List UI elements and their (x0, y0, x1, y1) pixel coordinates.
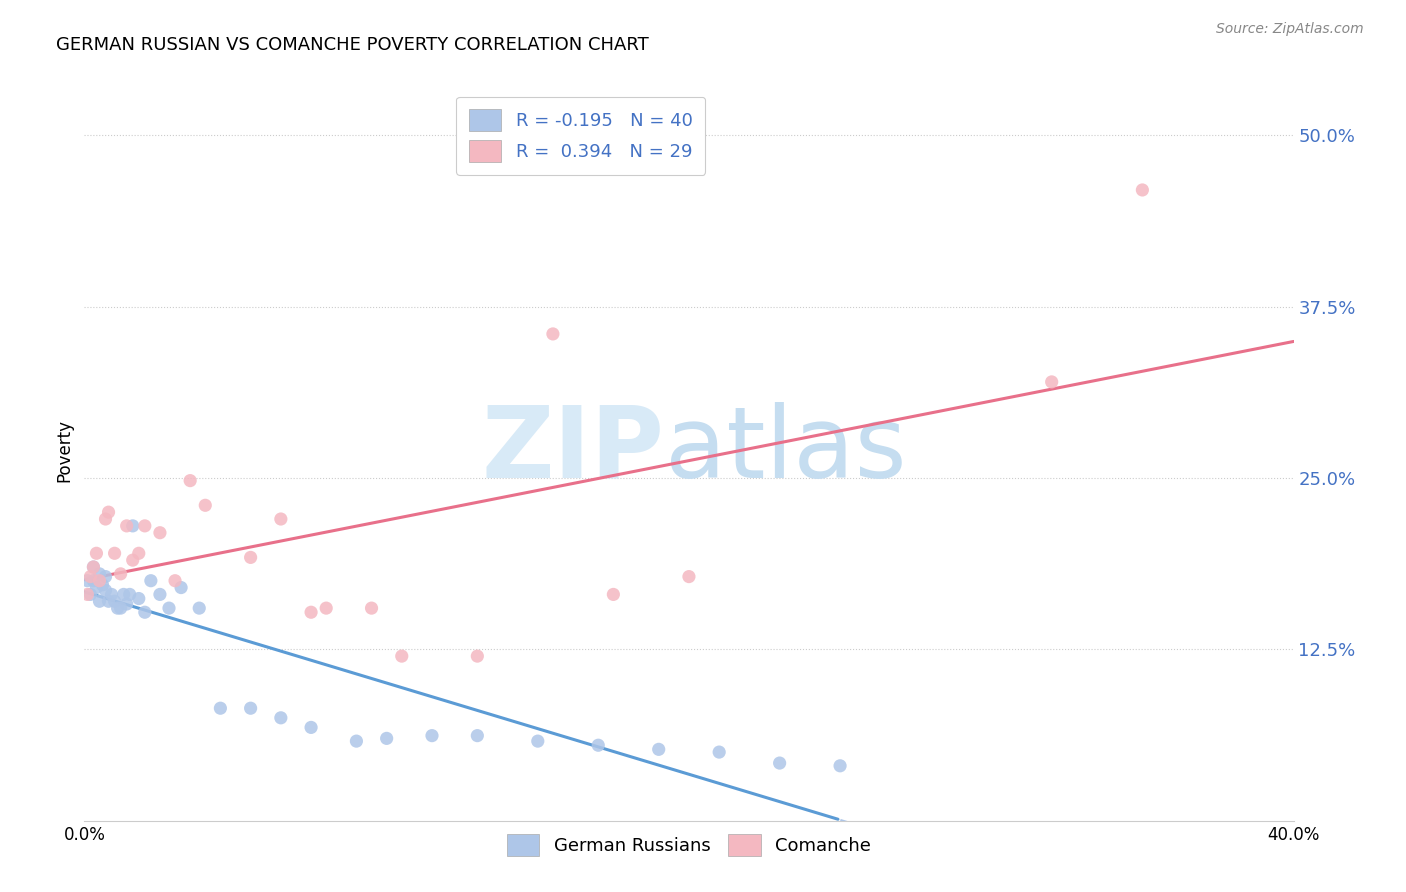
Point (420, 729, 443, 743)
Point (139, 574, 162, 588)
Point (149, 525, 172, 540)
Point (678, 569, 700, 583)
Point (1130, 183, 1153, 197)
Point (97, 594, 120, 608)
Point (89, 566, 111, 581)
Point (239, 701, 262, 715)
Point (110, 601, 132, 615)
Point (94, 583, 117, 598)
Point (467, 729, 489, 743)
Point (121, 553, 143, 567)
Point (346, 734, 368, 748)
Point (467, 649, 489, 664)
Point (94, 569, 117, 583)
Point (541, 326, 564, 341)
Point (86, 546, 108, 560)
Point (391, 649, 413, 664)
Point (375, 731, 398, 746)
Point (89, 574, 111, 588)
Point (170, 581, 193, 595)
Legend: German Russians, Comanche: German Russians, Comanche (499, 827, 879, 863)
Point (179, 474, 201, 488)
Point (270, 512, 292, 526)
Text: Source: ZipAtlas.com: Source: ZipAtlas.com (1216, 22, 1364, 37)
Point (82, 574, 104, 588)
Point (76, 574, 98, 588)
Point (239, 550, 262, 565)
Text: atlas: atlas (665, 402, 907, 499)
Point (194, 498, 217, 512)
Point (709, 745, 731, 759)
Point (134, 605, 156, 619)
Point (299, 605, 322, 619)
Point (209, 701, 232, 715)
Point (1040, 375, 1063, 389)
Point (91, 578, 114, 592)
Point (104, 546, 127, 560)
Point (128, 546, 150, 560)
Point (100, 587, 122, 601)
Point (107, 601, 129, 615)
Point (360, 601, 382, 615)
Point (149, 587, 172, 601)
Point (86, 581, 108, 595)
Point (89, 594, 111, 608)
Point (94, 512, 117, 526)
Point (79, 569, 101, 583)
Y-axis label: Poverty: Poverty (55, 419, 73, 482)
Point (602, 587, 624, 601)
Point (82, 560, 104, 574)
Point (299, 720, 322, 734)
Point (76, 587, 98, 601)
Point (188, 601, 211, 615)
Point (104, 594, 127, 608)
Point (315, 601, 337, 615)
Text: GERMAN RUSSIAN VS COMANCHE POVERTY CORRELATION CHART: GERMAN RUSSIAN VS COMANCHE POVERTY CORRE… (56, 36, 650, 54)
Text: ZIP: ZIP (482, 402, 665, 499)
Point (128, 591, 150, 606)
Point (648, 742, 671, 756)
Point (588, 738, 610, 752)
Point (527, 734, 550, 748)
Point (115, 597, 138, 611)
Point (118, 587, 141, 601)
Point (769, 756, 792, 770)
Point (115, 519, 138, 533)
Point (97, 505, 120, 519)
Point (165, 574, 187, 588)
Point (830, 759, 852, 773)
Point (157, 601, 180, 615)
Point (79, 587, 101, 601)
Point (112, 587, 135, 601)
Point (270, 711, 292, 725)
Point (110, 566, 132, 581)
Point (134, 519, 156, 533)
Point (82, 560, 104, 574)
Point (121, 519, 143, 533)
